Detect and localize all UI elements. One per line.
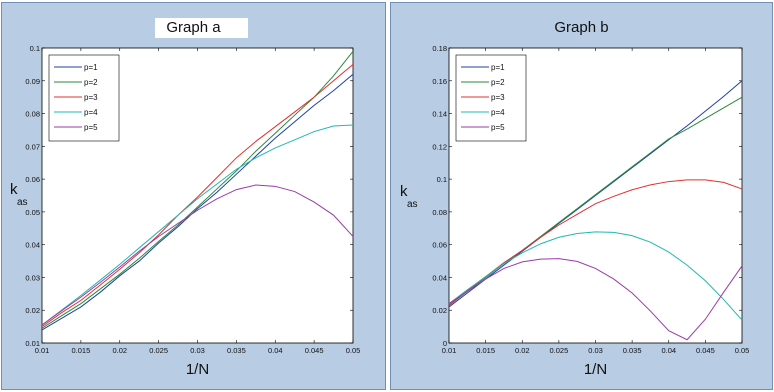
legend-label: p=5 [491,123,505,132]
y-tick-label: 0.12 [432,142,447,151]
series-line-p=5 [448,258,743,341]
x-tick-label: 0.01 [35,346,50,355]
legend-label: p=5 [84,123,98,132]
graph-b-title: Graph b [554,19,609,36]
y-tick-label: 0.04 [432,273,447,282]
y-tick-label: 0.02 [25,306,40,315]
y-tick-label: 0.07 [25,142,40,151]
x-tick-label: 0.025 [149,346,168,355]
graph-b-panel: Graph b 0.01 0.015 0.02 0.025 0.03 0.035 0.04 0… [390,2,773,390]
y-tick-label: 0.02 [432,306,447,315]
y-tick-label: 0.04 [25,241,40,250]
graph-a-title-backdrop [155,18,248,38]
y-tick-label: 0.14 [432,110,447,119]
legend-label: p=3 [491,93,505,102]
y-tick-label: 0.03 [25,273,40,282]
x-tick-label: 0.035 [227,346,246,355]
legend-label: p=1 [491,63,505,72]
graph-a-panel: Graph a 0.01 0.015 0.02 0.025 0.03 0.035 0.04 0… [1,2,386,390]
x-tick-label: 0.015 [71,346,90,355]
x-axis-label: 1/N [186,361,209,378]
x-tick-label: 0.04 [268,346,283,355]
graph-b-plot: 0.01 0.015 0.02 0.025 0.03 0.035 0.04 0.045 0.05… [400,44,750,378]
y-tick-label: 0.01 [25,339,40,348]
x-tick-label: 0.025 [549,346,568,355]
x-tick-label: 0.03 [588,346,603,355]
x-tick-label: 0.05 [346,346,361,355]
y-axis-label: k [10,181,18,198]
y-axis-label: k [400,183,408,200]
legend-label: p=3 [84,93,98,102]
y-tick-label: 0.08 [25,110,40,119]
series-line-p=3 [41,64,354,328]
series-line-p=1 [448,80,743,308]
y-tick-label: 0.1 [437,175,447,184]
x-tick-label: 0.02 [515,346,530,355]
x-tick-label: 0.02 [112,346,127,355]
series-line-p=5 [41,184,354,326]
series-line-p=4 [41,124,354,326]
legend-label: p=4 [491,108,505,117]
y-tick-label: 0.09 [25,77,40,86]
x-tick-label: 0.045 [305,346,324,355]
legend-label: p=1 [84,63,98,72]
y-axis-label-subscript: as [407,199,418,210]
series-line-p=2 [41,50,354,329]
y-tick-label: 0.18 [432,44,447,53]
y-tick-label: 0 [443,339,447,348]
graph-a-title: Graph a [166,19,221,36]
legend-label: p=4 [84,108,98,117]
legend-label: p=2 [491,78,505,87]
y-axis-label-subscript: as [17,197,28,208]
x-tick-label: 0.05 [735,346,750,355]
y-tick-label: 0.06 [432,241,447,250]
y-tick-label: 0.05 [25,208,40,217]
x-tick-label: 0.045 [696,346,715,355]
x-tick-label: 0.015 [476,346,495,355]
y-tick-label: 0.16 [432,77,447,86]
legend-label: p=2 [84,78,98,87]
series-line-p=4 [448,231,743,321]
x-tick-label: 0.035 [623,346,642,355]
x-axis-label: 1/N [584,361,607,378]
x-tick-label: 0.04 [661,346,676,355]
y-tick-label: 0.1 [30,44,40,53]
series-line-p=1 [41,73,354,331]
y-tick-label: 0.08 [432,208,447,217]
x-tick-label: 0.01 [442,346,457,355]
graph-a-plot: 0.01 0.015 0.02 0.025 0.03 0.035 0.04 0.045 0.05… [10,44,361,378]
y-tick-label: 0.06 [25,175,40,184]
x-tick-label: 0.03 [190,346,205,355]
